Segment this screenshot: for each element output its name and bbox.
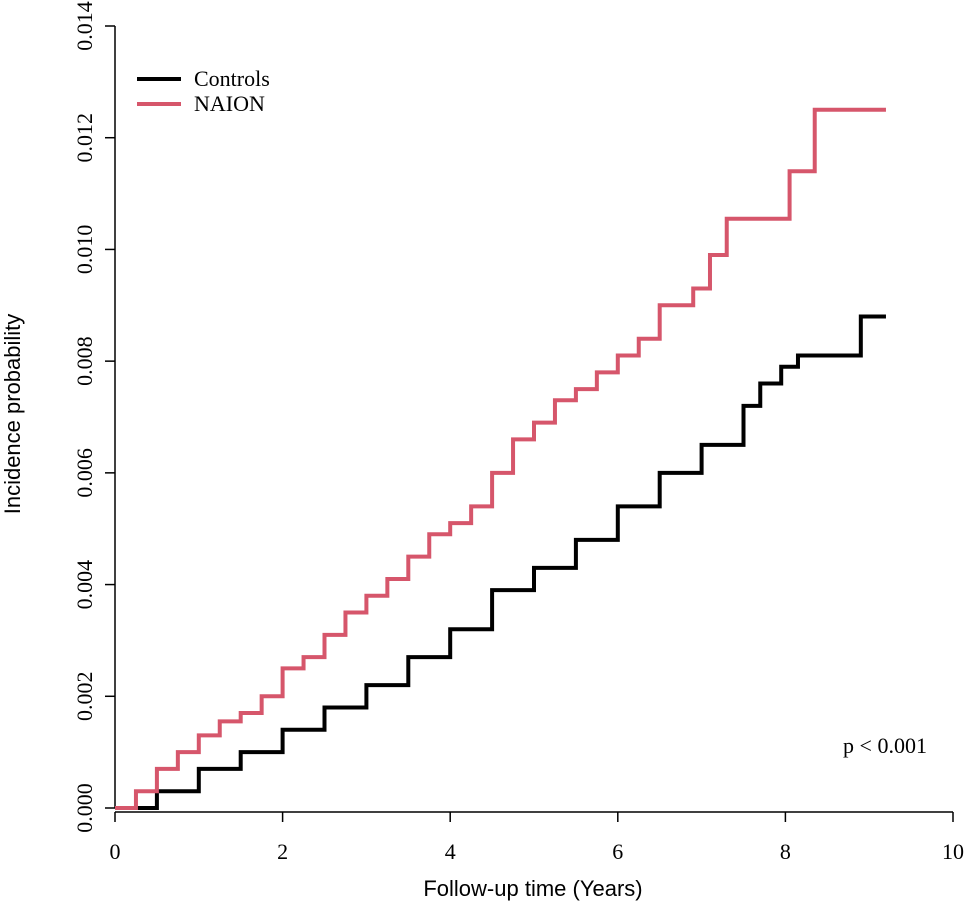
x-axis-label: Follow-up time (Years) [423,876,642,901]
y-tick-label: 0.008 [72,336,97,386]
y-tick-label: 0.012 [72,113,97,163]
annotation: p < 0.001 [843,733,927,758]
x-tick-label: 10 [942,839,964,864]
y-tick-label: 0.004 [72,560,97,610]
y-tick-label: 0.010 [72,225,97,275]
y-tick-label: 0.014 [72,1,97,51]
x-tick-label: 6 [612,839,623,864]
y-tick-label: 0.002 [72,672,97,722]
x-tick-label: 4 [445,839,456,864]
y-tick-label: 0.006 [72,448,97,498]
y-tick-label: 0.000 [72,783,97,833]
series-line [115,314,886,810]
x-tick-label: 0 [110,839,121,864]
x-tick-label: 8 [780,839,791,864]
legend-label: NAION [194,91,265,116]
x-tick-label: 2 [277,839,288,864]
series-line [115,107,886,810]
legend-label: Controls [194,66,270,91]
y-axis-label: Incidence probability [0,314,25,515]
